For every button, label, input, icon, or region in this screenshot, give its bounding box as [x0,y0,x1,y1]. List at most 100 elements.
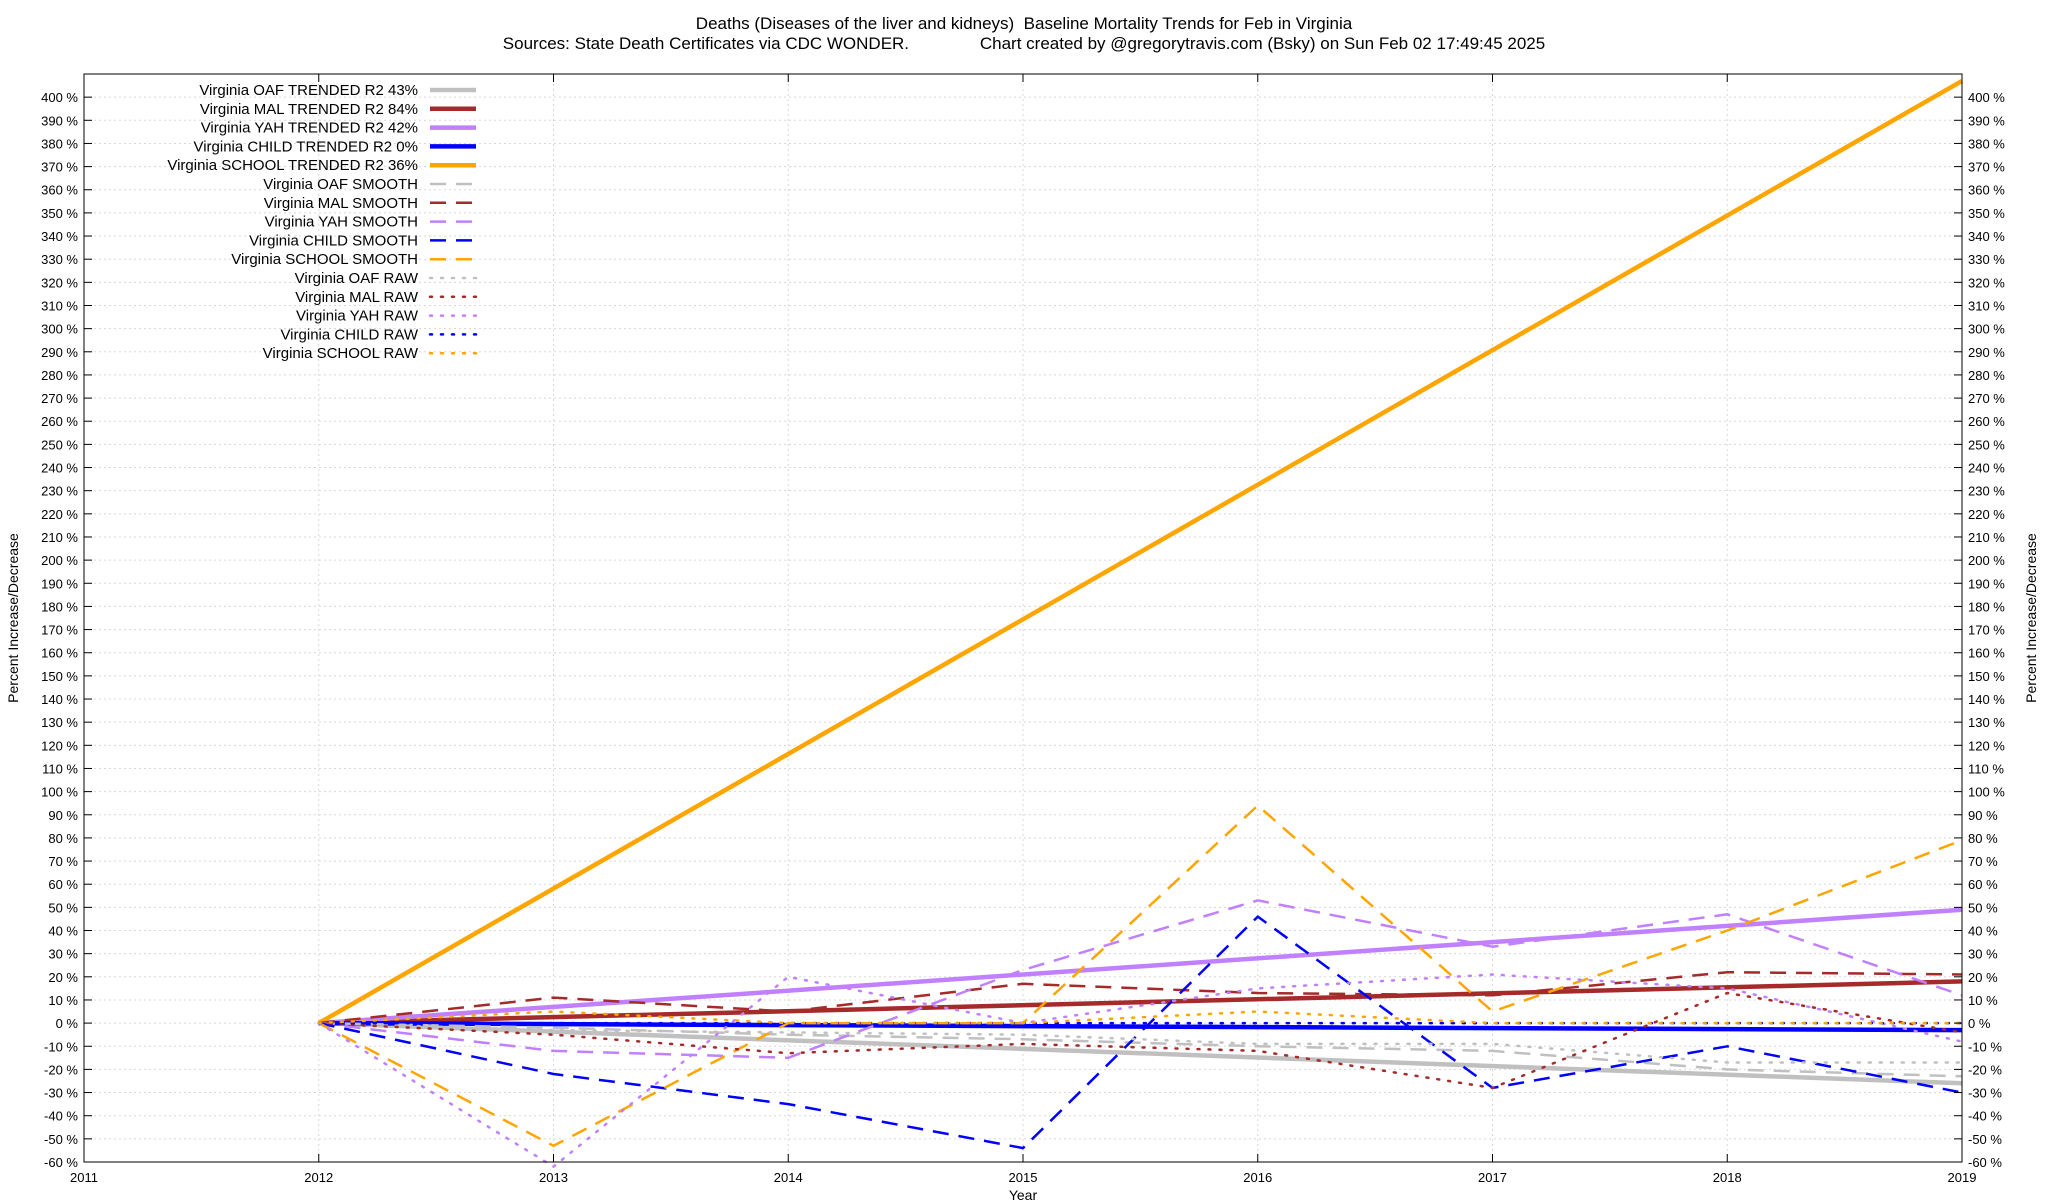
y-tick-label-right: 170 % [1968,623,2005,638]
series-line-9 [318,804,1963,1148]
series-line-4 [317,78,1964,1026]
y-tick-label: 70 % [48,854,78,869]
y-tick-label-right: 320 % [1968,275,2005,290]
x-tick-label: 2015 [1009,1170,1038,1185]
y-tick-label-right: -40 % [1968,1109,2002,1124]
y-tick-label-right: 30 % [1968,947,1998,962]
series-line-2 [318,907,1963,1026]
x-axis-label: Year [1009,1187,1038,1200]
y-tick-label: 240 % [41,461,78,476]
y-tick-label: 320 % [41,275,78,290]
y-tick-label-right: 80 % [1968,831,1998,846]
y-tick-label: 200 % [41,553,78,568]
x-tick-label: 2013 [539,1170,568,1185]
y-tick-label: 10 % [48,993,78,1008]
series-line-12 [317,973,1964,1168]
y-tick-label-right: 0 % [1968,1016,1991,1031]
legend-label: Virginia OAF SMOOTH [263,176,418,193]
y-tick-label: -60 % [44,1155,78,1170]
y-axis-label: Percent Increase/Decrease [5,533,21,703]
legend-label: Virginia CHILD RAW [280,326,418,343]
y-tick-label: 300 % [41,322,78,337]
y-tick-label: 340 % [41,229,78,244]
chart-subtitle: Sources: State Death Certificates via CD… [502,34,1546,53]
y-tick-label-right: 230 % [1968,484,2005,499]
legend-label: Virginia MAL TRENDED R2 84% [200,101,418,118]
y-tick-label: 50 % [48,900,78,915]
y-tick-label-right: 180 % [1968,599,2005,614]
y-tick-label-right: 280 % [1968,368,2005,383]
y-tick-label: 350 % [41,206,78,221]
series-lines [317,78,1964,1168]
y-tick-label: 30 % [48,947,78,962]
y-tick-label: 140 % [41,692,78,707]
y-tick-label-right: 140 % [1968,692,2005,707]
y-tick-label: 290 % [41,345,78,360]
y-tick-label-right: 160 % [1968,646,2005,661]
y-tick-label-right: 350 % [1968,206,2005,221]
series-line-8 [318,915,1963,1150]
y-tick-label: 160 % [41,646,78,661]
y-tick-label-right: -50 % [1968,1132,2002,1147]
y-tick-label-right: -20 % [1968,1062,2002,1077]
series-line-3 [318,1020,1963,1033]
y-tick-label-right: 290 % [1968,345,2005,360]
y-tick-label: 330 % [41,252,78,267]
y-tick-label: 20 % [48,970,78,985]
y-tick-label-right: 190 % [1968,576,2005,591]
legend-label: Virginia MAL SMOOTH [264,195,418,212]
x-tick-label: 2018 [1713,1170,1742,1185]
y-tick-label: 110 % [42,761,78,776]
legend-label: Virginia YAH TRENDED R2 42% [201,120,418,137]
legend-label: Virginia CHILD SMOOTH [249,232,418,249]
y-tick-label-right: 250 % [1968,437,2005,452]
legend-label: Virginia YAH SMOOTH [265,214,418,231]
y-tick-label: 0 % [56,1016,79,1031]
series-line-5 [318,1021,1963,1078]
y-tick-label: 80 % [48,831,78,846]
y-tick-label: 310 % [41,298,78,313]
axis-ticks: -60 % -60 % -50 % -50 % -40 % -40 % -30 % -30 %… [41,74,2005,1185]
legend-label: Virginia SCHOOL RAW [263,345,419,362]
series-line-1 [318,979,1963,1026]
y-tick-label-right: 10 % [1968,993,1998,1008]
y-tick-label-right: 380 % [1968,136,2005,151]
y-tick-label: -10 % [44,1039,78,1054]
y-tick-label: 130 % [41,715,78,730]
y-tick-label: 400 % [41,90,78,105]
y-tick-label-right: 400 % [1968,90,2005,105]
legend-label: Virginia MAL RAW [295,289,419,306]
y-tick-label-right: -10 % [1968,1039,2002,1054]
y-tick-label-right: 370 % [1968,160,2005,175]
x-tick-label: 2014 [774,1170,803,1185]
y-tick-label-right: 200 % [1968,553,2005,568]
x-tick-label: 2012 [304,1170,333,1185]
y-tick-label: -20 % [44,1062,78,1077]
series-line-6 [318,970,1963,1025]
y-tick-label-right: 20 % [1968,970,1998,985]
y-tick-label-right: 120 % [1968,738,2005,753]
y-tick-label: 380 % [41,136,78,151]
y-tick-label: 370 % [41,160,78,175]
x-tick-label: 2016 [1243,1170,1272,1185]
y-tick-label-right: 390 % [1968,113,2005,128]
y-tick-label: 360 % [41,183,78,198]
y-tick-label-right: 220 % [1968,507,2005,522]
y-tick-label: 280 % [41,368,78,383]
legend-label: Virginia SCHOOL SMOOTH [231,251,418,268]
legend-label: Virginia SCHOOL TRENDED R2 36% [167,157,418,174]
series-line-0 [318,1020,1963,1086]
y-tick-label: -40 % [44,1109,78,1124]
legend: Virginia OAF TRENDED R2 43% Virginia MAL … [167,82,478,362]
y-tick-label: -50 % [44,1132,78,1147]
y-tick-label: 190 % [41,576,78,591]
y-tick-label: 230 % [41,484,78,499]
y-tick-label-right: 130 % [1968,715,2005,730]
y-tick-label-right: 260 % [1968,414,2005,429]
y-tick-label: 180 % [41,599,78,614]
chart-title: Deaths (Diseases of the liver and kidney… [695,14,1353,33]
y-tick-label-right: 330 % [1968,252,2005,267]
y-tick-label: -30 % [44,1086,78,1101]
y-axis-label-right: Percent Increase/Decrease [2023,533,2039,703]
